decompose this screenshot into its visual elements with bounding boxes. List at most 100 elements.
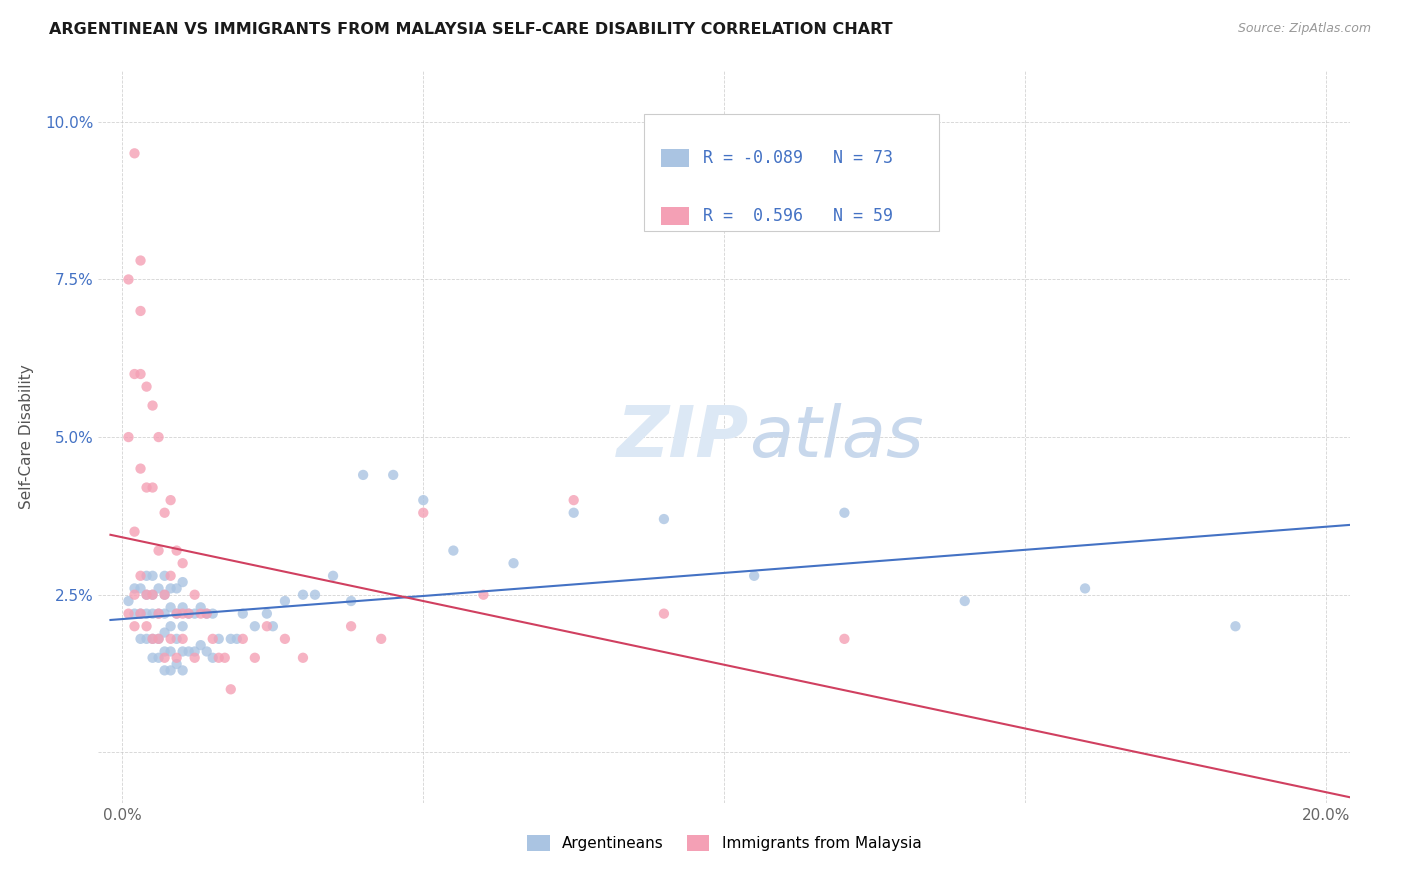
Point [129, 367, 152, 381]
Point [190, 607, 212, 621]
Point [129, 607, 152, 621]
Point [142, 632, 165, 646]
Point [232, 632, 254, 646]
Text: R = -0.089   N = 73: R = -0.089 N = 73 [703, 149, 893, 167]
Point [159, 664, 181, 678]
Point [172, 600, 194, 615]
Point [201, 607, 224, 621]
Point [172, 556, 194, 570]
Point [190, 600, 212, 615]
Point [129, 632, 152, 646]
Point [129, 569, 152, 583]
Point [472, 588, 495, 602]
Point [124, 607, 146, 621]
Point [195, 607, 218, 621]
Point [382, 467, 405, 482]
Point [742, 569, 765, 583]
Point [352, 467, 374, 482]
Point [135, 619, 157, 633]
Point [208, 632, 231, 646]
Point [153, 650, 176, 665]
Point [142, 607, 165, 621]
Point [153, 588, 176, 602]
Point [166, 650, 188, 665]
Point [243, 619, 266, 633]
Point [208, 650, 231, 665]
Text: R =  0.596   N = 59: R = 0.596 N = 59 [703, 208, 893, 226]
Point [834, 632, 856, 646]
Point [172, 607, 194, 621]
Point [148, 430, 170, 444]
Point [502, 556, 524, 570]
Point [166, 632, 188, 646]
Point [129, 461, 152, 475]
Point [256, 607, 278, 621]
Point [190, 638, 212, 652]
Point [148, 607, 170, 621]
Point [142, 650, 165, 665]
Point [129, 253, 152, 268]
Point [166, 657, 188, 671]
Point [274, 594, 297, 608]
Point [1225, 619, 1247, 633]
Point [953, 594, 976, 608]
Point [153, 644, 176, 658]
Text: atlas: atlas [749, 402, 924, 472]
Point [117, 272, 139, 286]
Point [201, 650, 224, 665]
Point [117, 594, 139, 608]
Point [652, 512, 675, 526]
Point [304, 588, 326, 602]
Point [159, 619, 181, 633]
Point [129, 582, 152, 596]
Point [219, 682, 242, 697]
Point [412, 506, 434, 520]
Point [124, 582, 146, 596]
Point [183, 588, 205, 602]
Point [274, 632, 297, 646]
Point [291, 588, 314, 602]
Point [262, 619, 284, 633]
Point [177, 607, 200, 621]
Point [153, 506, 176, 520]
Point [412, 493, 434, 508]
Y-axis label: Self-Care Disability: Self-Care Disability [20, 365, 34, 509]
Point [159, 569, 181, 583]
Point [135, 632, 157, 646]
Point [652, 607, 675, 621]
Text: ARGENTINEAN VS IMMIGRANTS FROM MALAYSIA SELF-CARE DISABILITY CORRELATION CHART: ARGENTINEAN VS IMMIGRANTS FROM MALAYSIA … [49, 22, 893, 37]
Point [834, 506, 856, 520]
Point [142, 632, 165, 646]
Point [124, 367, 146, 381]
Point [153, 607, 176, 621]
Point [135, 569, 157, 583]
Point [135, 607, 157, 621]
Point [148, 543, 170, 558]
Point [124, 524, 146, 539]
Point [153, 569, 176, 583]
Legend: Argentineans, Immigrants from Malaysia: Argentineans, Immigrants from Malaysia [520, 830, 928, 857]
Point [148, 582, 170, 596]
Point [183, 644, 205, 658]
Point [340, 619, 363, 633]
Point [172, 632, 194, 646]
Point [195, 644, 218, 658]
Point [117, 607, 139, 621]
Point [159, 600, 181, 615]
Point [124, 619, 146, 633]
Point [256, 619, 278, 633]
Point [370, 632, 392, 646]
Point [177, 607, 200, 621]
Point [148, 650, 170, 665]
Point [225, 632, 247, 646]
Point [172, 664, 194, 678]
Point [153, 588, 176, 602]
Point [243, 650, 266, 665]
Point [1074, 582, 1097, 596]
Point [148, 632, 170, 646]
Point [135, 588, 157, 602]
Point [441, 543, 464, 558]
Point [219, 632, 242, 646]
Point [562, 506, 585, 520]
Point [159, 493, 181, 508]
